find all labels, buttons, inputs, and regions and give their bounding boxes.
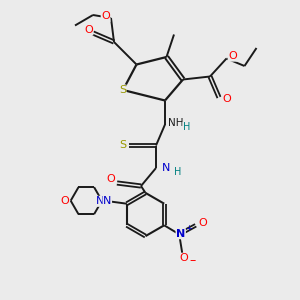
Text: O: O <box>106 173 116 184</box>
Text: N: N <box>103 196 112 206</box>
Text: O: O <box>198 218 207 228</box>
Text: O: O <box>179 253 188 263</box>
Text: O: O <box>228 51 237 61</box>
Text: N: N <box>162 163 171 173</box>
Text: NH: NH <box>168 118 183 128</box>
Text: O: O <box>101 11 110 22</box>
Text: S: S <box>119 140 127 151</box>
Text: N: N <box>176 229 185 239</box>
Text: O: O <box>84 25 93 35</box>
Text: N: N <box>96 196 104 206</box>
Text: +: + <box>185 224 192 233</box>
Text: H: H <box>183 122 190 133</box>
Text: O: O <box>60 196 69 206</box>
Text: S: S <box>119 85 126 95</box>
Text: –: – <box>190 254 196 267</box>
Text: O: O <box>222 94 231 104</box>
Text: H: H <box>174 167 181 177</box>
